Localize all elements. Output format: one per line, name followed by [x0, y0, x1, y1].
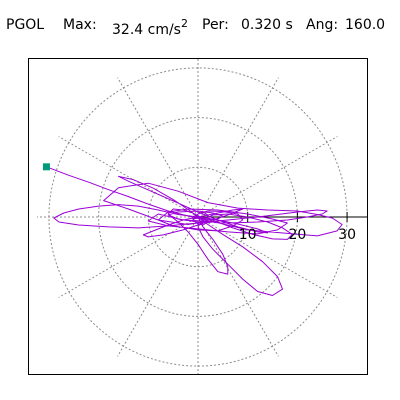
grid-spoke-120	[117, 77, 199, 218]
ang-value: 160.0	[345, 17, 386, 33]
tick-labels: 10 20 30	[239, 227, 356, 243]
grid-spoke-30	[197, 136, 338, 218]
tick-label-10: 10	[239, 227, 257, 243]
max-value-text: 32.4 cm/s	[112, 22, 181, 38]
grid-spoke-150	[58, 136, 199, 218]
trace-series-2	[197, 213, 293, 296]
ang-label: Ang:	[306, 17, 339, 33]
marker-layer	[42, 163, 50, 171]
trace-series-3	[118, 175, 269, 234]
start-marker	[42, 163, 50, 171]
chart-header: PGOL Max: 32.4 cm/s2 Per: 0.320 s Ang: 1…	[0, 0, 400, 44]
trace-series-5	[142, 208, 244, 238]
max-label: Max:	[63, 17, 97, 33]
grid-spoke-210	[58, 216, 199, 298]
x-axis	[198, 212, 367, 222]
motion-traces	[46, 166, 343, 296]
max-value-exponent: 2	[180, 17, 188, 30]
station-code: PGOL	[6, 17, 45, 33]
plot-frame: 10 20 30	[28, 58, 368, 375]
grid-spoke-300	[197, 216, 279, 357]
polar-chart: 10 20 30	[37, 59, 367, 374]
grid-spoke-240	[117, 216, 199, 357]
per-label: Per:	[202, 17, 229, 33]
trace-series-1	[53, 204, 328, 229]
per-value: 0.320 s	[241, 17, 293, 33]
tick-label-30: 30	[338, 227, 356, 243]
trace-series-4	[167, 208, 229, 275]
grid-spoke-60	[197, 77, 279, 218]
grid-spoke-330	[197, 216, 338, 298]
tick-label-20: 20	[288, 227, 306, 243]
max-value: 32.4 cm/s2	[112, 17, 188, 38]
